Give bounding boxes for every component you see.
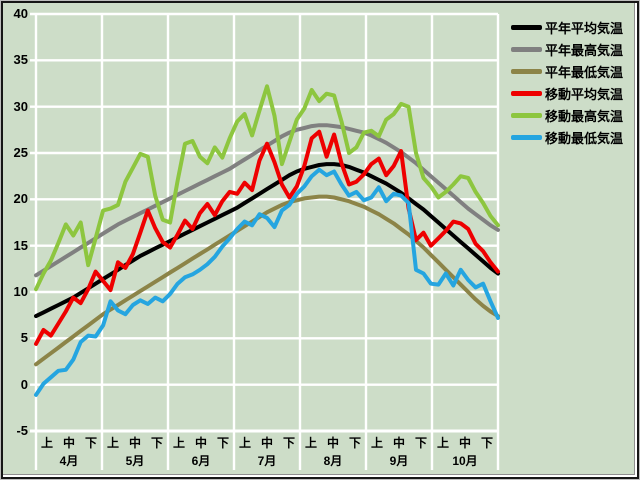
x-month-label: 4月 (59, 454, 79, 468)
legend-label: 移動最低気温 (545, 130, 624, 146)
legend-label: 平年平均気温 (545, 20, 624, 36)
legend-item: 移動平均気温 (511, 82, 637, 104)
x-period-label: 上 (106, 436, 120, 450)
x-period-label: 下 (348, 436, 362, 450)
x-period-label: 中 (458, 436, 472, 450)
y-tick-label: 0 (20, 376, 28, 392)
x-period-label: 下 (282, 436, 296, 450)
y-tick-label: 40 (13, 6, 28, 21)
x-month-label: 5月 (125, 454, 145, 468)
x-period-label: 下 (84, 436, 98, 450)
legend-label: 移動最高気温 (545, 108, 624, 124)
legend-label: 移動平均気温 (545, 86, 624, 102)
x-month-label: 8月 (323, 454, 343, 468)
legend-item: 平年平均気温 (511, 16, 637, 38)
legend-swatch-icon (511, 112, 542, 118)
x-period-label: 上 (370, 436, 384, 450)
y-tick-label: -5 (16, 423, 28, 438)
x-period-label: 上 (172, 436, 186, 450)
x-month-label: 10月 (452, 454, 478, 468)
x-period-label: 中 (128, 436, 142, 450)
legend-swatch-icon (511, 134, 542, 140)
y-tick-label: 15 (13, 237, 28, 253)
legend-item: 平年最高気温 (511, 38, 637, 60)
x-period-label: 上 (304, 436, 318, 450)
x-month-label: 7月 (257, 454, 277, 468)
legend: 平年平均気温 平年最高気温 平年最低気温 移動平均気温 移動最高気温 移動最低気温 (511, 16, 637, 148)
legend-item: 移動最低気温 (511, 126, 637, 148)
legend-swatch-icon (511, 24, 542, 30)
legend-label: 平年最低気温 (545, 64, 624, 80)
legend-swatch-icon (511, 46, 542, 52)
y-tick-label: 10 (13, 284, 28, 299)
y-tick-label: 25 (13, 145, 28, 160)
y-tick-label: 30 (13, 98, 28, 114)
y-tick-label: 20 (13, 191, 28, 207)
legend-swatch-icon (511, 68, 542, 74)
y-tick-label: 5 (20, 330, 28, 346)
x-period-label: 下 (216, 436, 230, 450)
x-period-label: 下 (150, 436, 164, 450)
legend-item: 移動最高気温 (511, 104, 637, 126)
x-period-label: 上 (40, 436, 54, 450)
x-period-label: 中 (326, 436, 340, 450)
x-period-label: 下 (414, 436, 428, 450)
x-period-label: 中 (194, 436, 208, 450)
x-period-label: 中 (260, 436, 274, 450)
y-tick-label: 35 (13, 52, 28, 68)
legend-item: 平年最低気温 (511, 60, 637, 82)
x-period-label: 上 (238, 436, 252, 450)
legend-label: 平年最高気温 (545, 42, 624, 58)
x-period-label: 下 (480, 436, 494, 450)
x-period-label: 中 (392, 436, 406, 450)
legend-swatch-icon (511, 90, 542, 96)
x-period-label: 上 (436, 436, 450, 450)
x-month-label: 9月 (389, 454, 409, 468)
x-month-label: 6月 (191, 454, 211, 468)
x-period-label: 中 (62, 436, 76, 450)
